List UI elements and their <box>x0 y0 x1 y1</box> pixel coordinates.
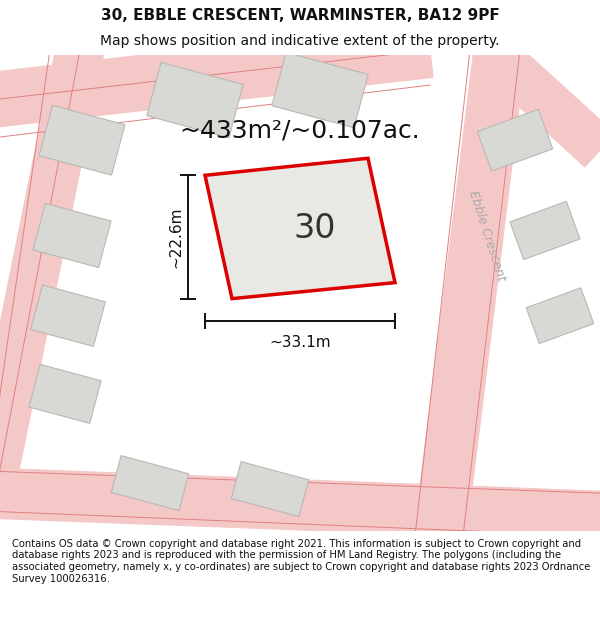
Polygon shape <box>33 203 111 268</box>
Polygon shape <box>477 109 553 171</box>
Polygon shape <box>475 33 600 167</box>
Polygon shape <box>205 158 395 299</box>
Text: Map shows position and indicative extent of the property.: Map shows position and indicative extent… <box>100 34 500 48</box>
Polygon shape <box>31 285 106 346</box>
Polygon shape <box>0 45 104 498</box>
Polygon shape <box>526 288 594 344</box>
Polygon shape <box>231 462 309 517</box>
Polygon shape <box>0 22 433 127</box>
Polygon shape <box>272 52 368 127</box>
Text: ~22.6m: ~22.6m <box>168 206 183 268</box>
Polygon shape <box>414 47 526 539</box>
Polygon shape <box>0 468 600 541</box>
Polygon shape <box>39 105 125 175</box>
Polygon shape <box>147 62 243 138</box>
Text: ~433m²/~0.107ac.: ~433m²/~0.107ac. <box>179 118 421 142</box>
Text: 30: 30 <box>294 213 336 245</box>
Text: Contains OS data © Crown copyright and database right 2021. This information is : Contains OS data © Crown copyright and d… <box>12 539 590 584</box>
Polygon shape <box>111 456 189 511</box>
Polygon shape <box>510 201 580 259</box>
Text: Ebble Crescent: Ebble Crescent <box>466 189 508 282</box>
Text: 30, EBBLE CRESCENT, WARMINSTER, BA12 9PF: 30, EBBLE CRESCENT, WARMINSTER, BA12 9PF <box>101 8 499 23</box>
Polygon shape <box>29 364 101 423</box>
Text: ~33.1m: ~33.1m <box>269 335 331 350</box>
